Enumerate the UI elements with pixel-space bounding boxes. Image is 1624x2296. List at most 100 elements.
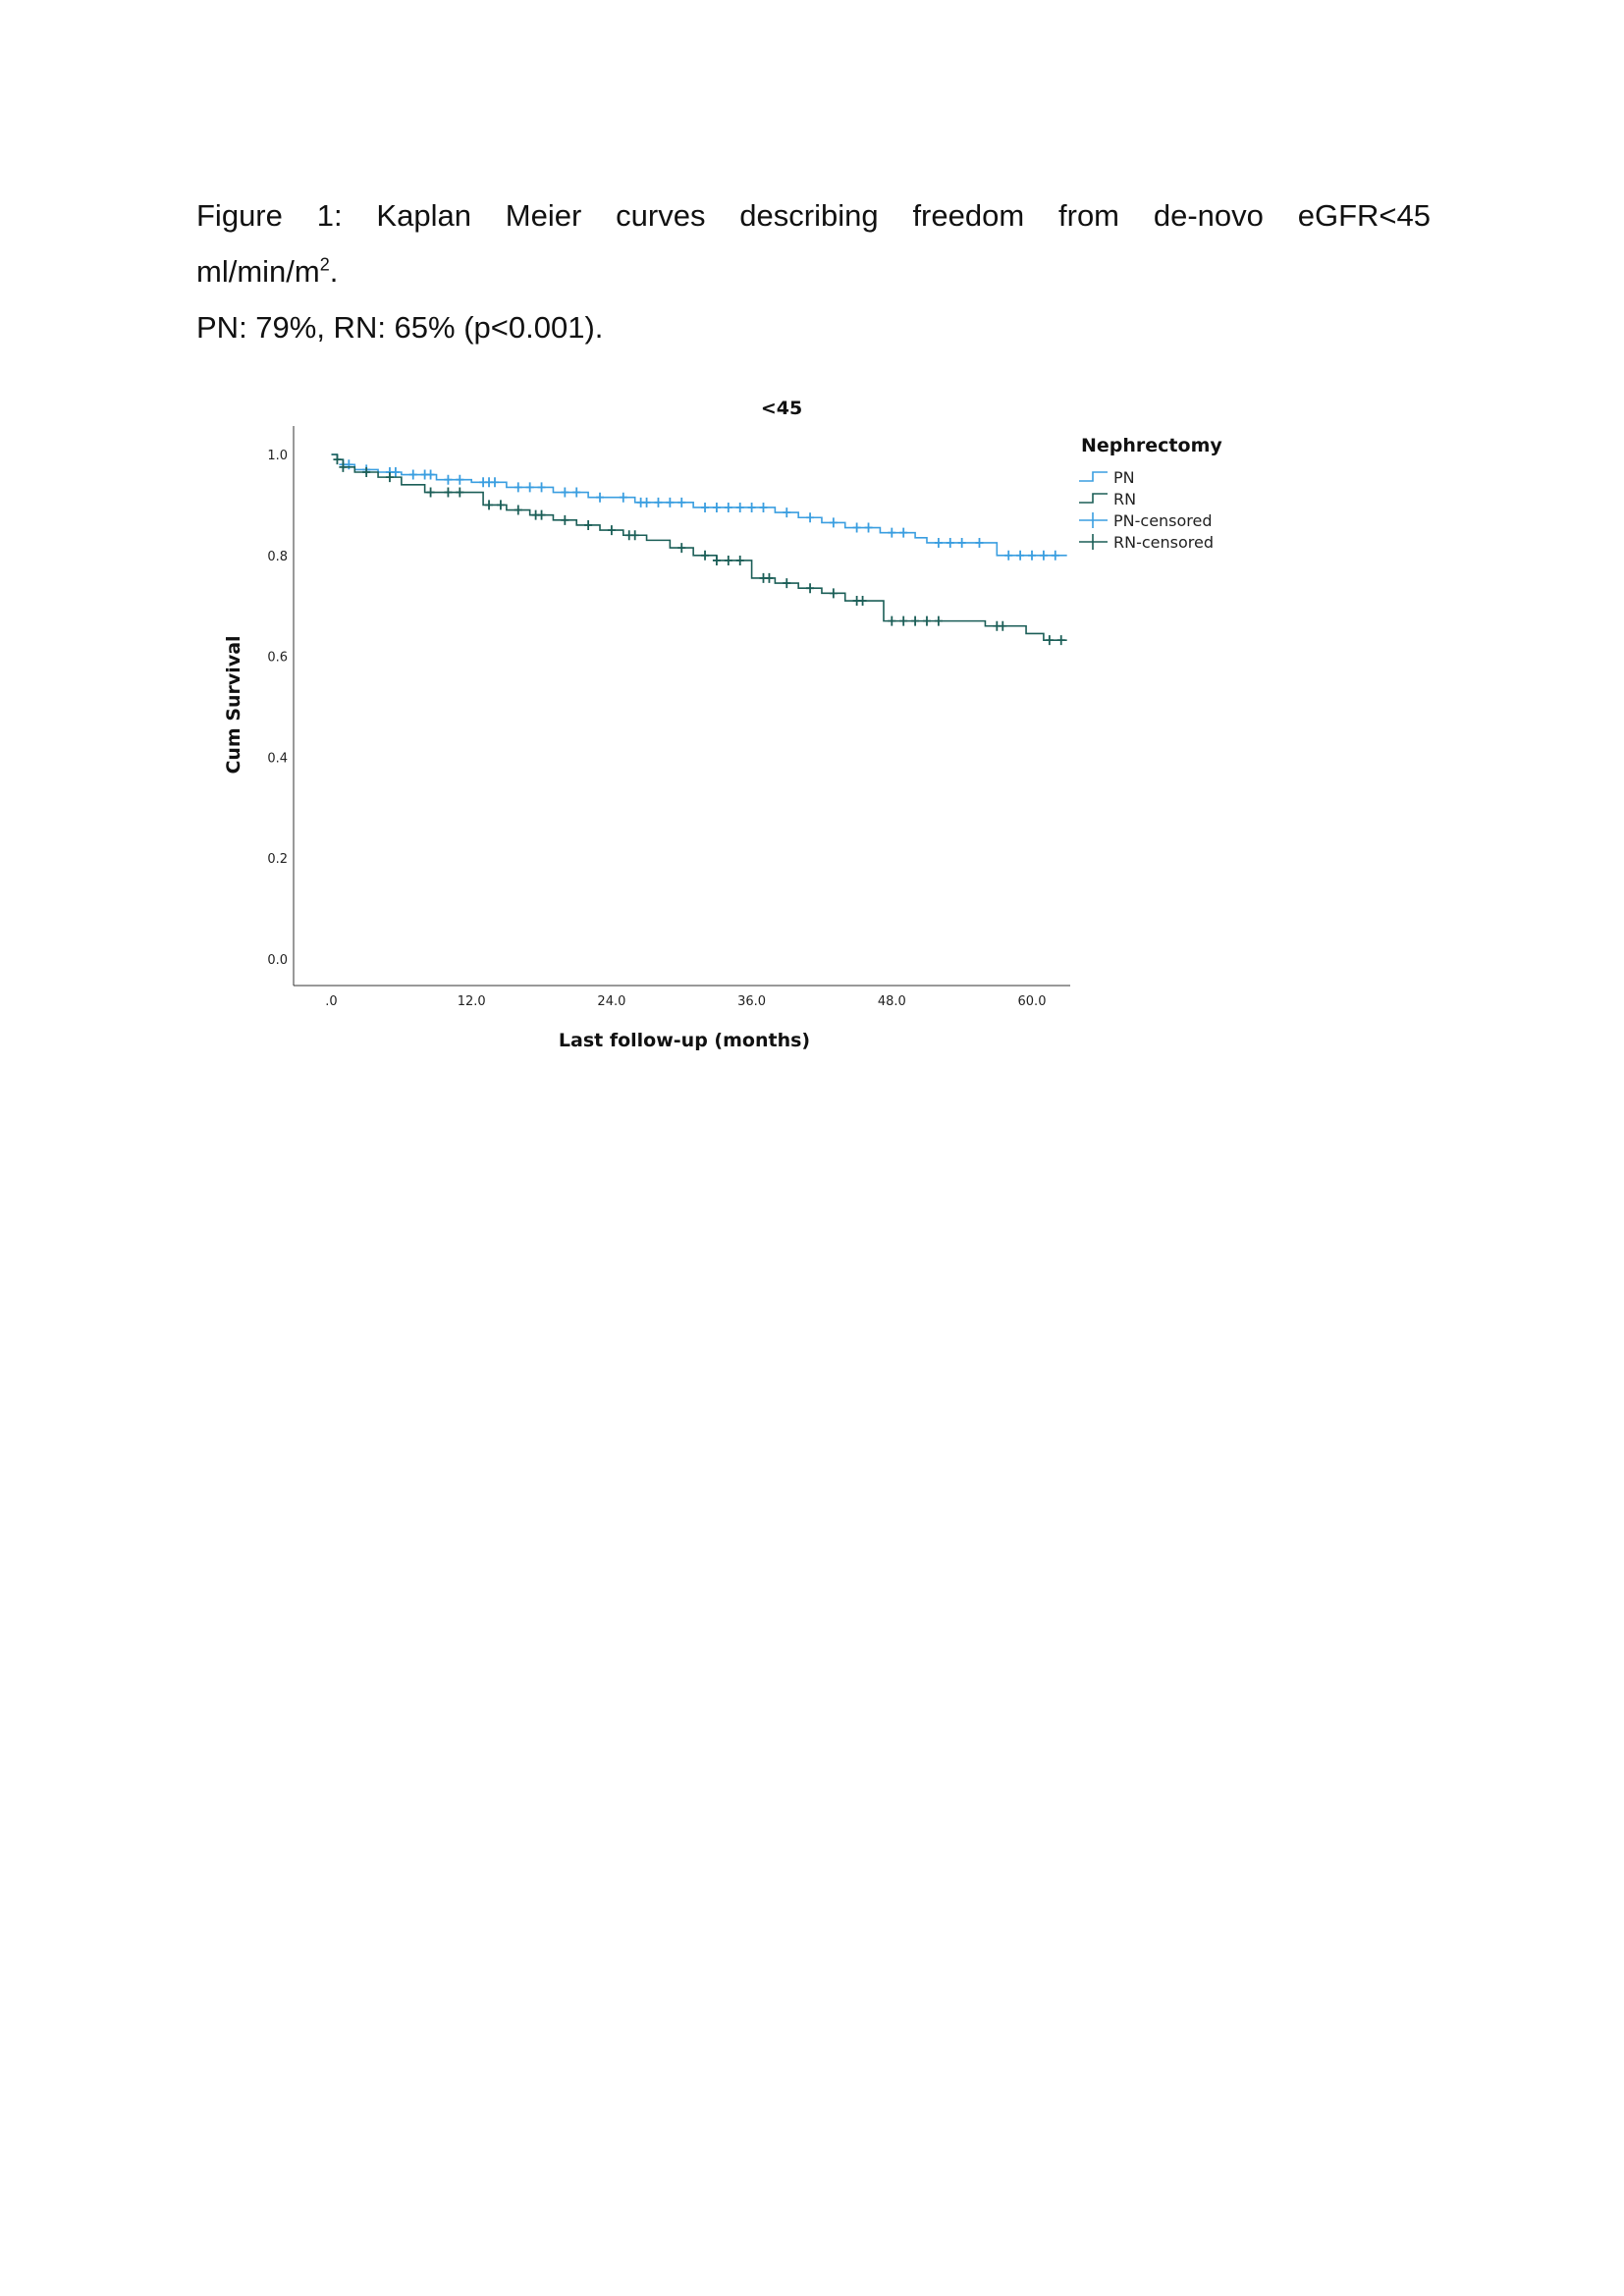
censor-mark [444, 487, 453, 498]
censor-mark [724, 502, 732, 512]
x-tick-label: 24.0 [597, 994, 625, 1009]
censor-mark [735, 555, 744, 565]
caption-superscript: 2 [319, 254, 330, 275]
censor-mark [596, 492, 605, 503]
legend-censor-icon [1079, 512, 1108, 528]
censor-mark [607, 525, 616, 536]
censor-mark [712, 502, 721, 512]
legend-entry: PN-censored [1113, 511, 1213, 530]
y-tick-label: 1.0 [267, 449, 288, 463]
censor-mark [496, 500, 505, 510]
censor-mark [677, 543, 686, 554]
censor-mark [888, 527, 896, 538]
censor-mark [1045, 635, 1054, 646]
legend-entry: RN-censored [1113, 533, 1214, 552]
legend-line-icon [1079, 493, 1108, 504]
censor-mark [783, 578, 791, 589]
censor-mark [975, 537, 984, 548]
censor-mark [712, 555, 721, 565]
series-rn [331, 454, 1067, 646]
legend-censor-icon [1079, 534, 1108, 550]
chart-title: <45 [761, 398, 802, 419]
censor-mark [677, 497, 686, 507]
censor-mark [829, 588, 838, 599]
censor-mark [619, 492, 627, 503]
censor-mark [514, 482, 522, 493]
censor-mark [630, 530, 639, 541]
censor-mark [666, 497, 675, 507]
x-tick-label: 12.0 [458, 994, 486, 1009]
censor-mark [537, 482, 546, 493]
caption-line-2: ml/min/m2. [196, 254, 1431, 290]
censor-mark [485, 500, 494, 510]
censor-mark [747, 502, 756, 512]
censor-mark [1051, 550, 1059, 561]
censor-mark [765, 572, 774, 583]
censor-mark [735, 502, 744, 512]
survival-curve-pn [331, 454, 1067, 557]
censor-mark [957, 537, 966, 548]
series-pn [331, 454, 1067, 561]
caption-period: . [329, 254, 339, 289]
x-tick-label: 36.0 [737, 994, 766, 1009]
censor-mark [525, 482, 534, 493]
censor-mark [783, 507, 791, 518]
censor-mark [456, 487, 464, 498]
censor-mark [899, 527, 908, 538]
censor-mark [999, 620, 1007, 631]
censor-mark [899, 615, 908, 626]
censor-mark [1004, 550, 1013, 561]
censor-mark [934, 537, 943, 548]
censor-mark [1039, 550, 1048, 561]
y-tick-label: 0.2 [267, 852, 288, 867]
legend-line-icon [1079, 471, 1108, 482]
y-tick-label: 0.6 [267, 651, 288, 666]
censor-mark [333, 454, 342, 465]
censor-mark [642, 497, 651, 507]
censor-mark [362, 466, 371, 477]
caption-line-1: Figure 1: Kaplan Meier curves describing… [196, 198, 1431, 233]
km-chart: <45 0.0 0.2 0.4 0.6 0.8 1.0 .0 12.0 24.0 36.0 48.… [223, 398, 1222, 1051]
censor-mark [759, 502, 768, 512]
survival-curve-rn [331, 454, 1067, 641]
censor-mark [1056, 635, 1065, 646]
censor-mark [385, 472, 394, 483]
censor-mark [514, 505, 522, 515]
censor-mark [391, 466, 400, 477]
censor-mark [724, 555, 732, 565]
x-tick-label: 48.0 [878, 994, 906, 1009]
caption-unit: ml/min/m [196, 254, 320, 289]
censor-mark [537, 509, 546, 520]
censor-mark [806, 512, 815, 523]
censor-mark [490, 477, 499, 488]
legend: Nephrectomy PN RN PN-censored RN-censored [1079, 435, 1222, 552]
censor-mark [1028, 550, 1036, 561]
censor-mark [934, 615, 943, 626]
legend-entry: PN [1113, 468, 1135, 487]
y-axis-title: Cum Survival [223, 635, 244, 774]
censor-mark [852, 522, 861, 533]
censor-mark [911, 615, 920, 626]
censor-mark [922, 615, 931, 626]
legend-entry: RN [1113, 490, 1136, 508]
censor-mark [701, 502, 710, 512]
censor-mark [701, 550, 710, 561]
y-tick-label: 0.0 [267, 953, 288, 968]
censor-mark [654, 497, 663, 507]
legend-title: Nephrectomy [1081, 435, 1222, 456]
y-tick-label: 0.4 [267, 751, 288, 766]
censor-mark [561, 514, 569, 525]
censor-mark [806, 583, 815, 594]
censor-mark [426, 469, 435, 480]
censor-mark [561, 487, 569, 498]
y-tick-label: 0.8 [267, 550, 288, 564]
x-axis-title: Last follow-up (months) [559, 1030, 810, 1051]
censor-mark [1016, 550, 1025, 561]
censor-mark [888, 615, 896, 626]
censor-mark [864, 522, 873, 533]
censor-mark [345, 459, 353, 470]
x-tick-label: .0 [325, 994, 337, 1009]
censor-mark [829, 517, 838, 528]
x-tick-label: 60.0 [1018, 994, 1047, 1009]
censor-mark [339, 461, 348, 472]
